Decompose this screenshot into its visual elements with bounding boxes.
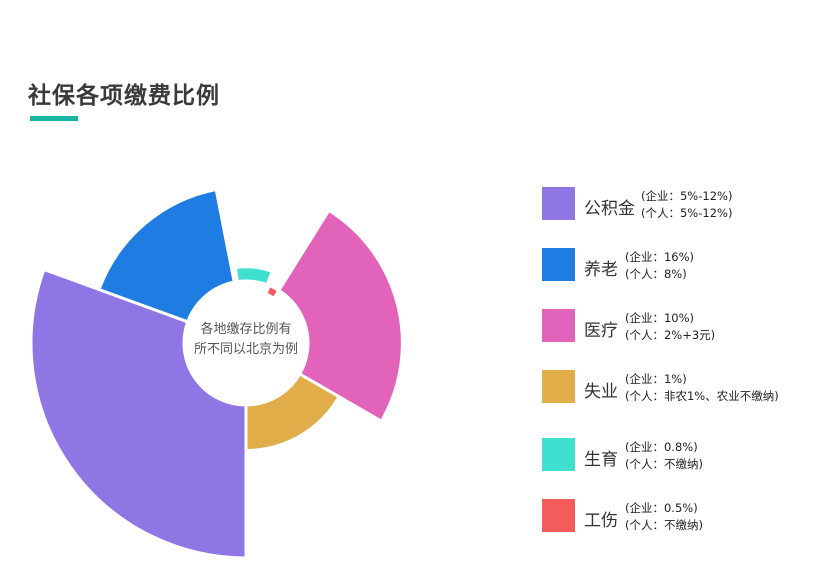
- legend-personal-rate: (个人：5%-12%): [641, 206, 733, 220]
- legend-name: 生育: [584, 450, 618, 470]
- legend-item-gongjijin[interactable]: 公积金 (企业：5%-12%) (个人：5%-12%): [542, 185, 832, 225]
- legend-swatch: [542, 370, 575, 403]
- legend-detail: (企业：5%-12%) (个人：5%-12%): [641, 188, 732, 222]
- legend-detail: (企业：1%) (个人：非农1%、农业不缴纳): [625, 371, 779, 405]
- legend-company-rate: (企业：16%): [625, 250, 695, 264]
- legend-name: 失业: [584, 382, 618, 402]
- rose-sector[interactable]: [263, 283, 281, 301]
- legend-detail: (企业：16%) (个人：8%): [625, 249, 694, 283]
- legend-name: 公积金: [584, 199, 635, 219]
- legend-company-rate: (企业：1%): [625, 372, 687, 386]
- legend-item-yiliao[interactable]: 医疗 (企业：10%) (个人：2%+3元): [542, 307, 832, 347]
- legend-swatch: [542, 499, 575, 532]
- rose-sector[interactable]: [244, 371, 342, 453]
- center-label: 各地缴存比例有 所不同以北京为例: [176, 320, 316, 360]
- legend-personal-rate: (个人：8%): [625, 267, 687, 281]
- center-label-line-1: 各地缴存比例有: [200, 322, 292, 337]
- page-title: 社保各项缴费比例: [28, 83, 220, 109]
- legend-company-rate: (企业：10%): [625, 311, 695, 325]
- legend-item-yanglao[interactable]: 养老 (企业：16%) (个人：8%): [542, 246, 832, 286]
- title-underline: [30, 116, 78, 121]
- legend-company-rate: (企业：0.5%): [625, 501, 698, 515]
- legend-item-gongshang[interactable]: 工伤 (企业：0.5%) (个人：不缴纳): [542, 497, 832, 537]
- legend-item-shengyu[interactable]: 生育 (企业：0.8%) (个人：不缴纳): [542, 436, 832, 476]
- legend-personal-rate: (个人：不缴纳): [625, 518, 703, 532]
- legend-name: 工伤: [584, 511, 618, 531]
- legend-swatch: [542, 187, 575, 220]
- legend-detail: (企业：10%) (个人：2%+3元): [625, 310, 715, 344]
- legend-detail: (企业：0.5%) (个人：不缴纳): [625, 500, 703, 534]
- legend-name: 养老: [584, 260, 618, 280]
- rose-sector[interactable]: [276, 208, 404, 424]
- legend-swatch: [542, 309, 575, 342]
- rose-sector[interactable]: [233, 265, 274, 287]
- legend-company-rate: (企业：0.8%): [625, 440, 698, 454]
- legend-name: 医疗: [584, 321, 618, 341]
- legend-swatch: [542, 248, 575, 281]
- rose-sector[interactable]: [97, 187, 236, 324]
- legend-company-rate: (企业：5%-12%): [641, 189, 733, 203]
- legend-detail: (企业：0.8%) (个人：不缴纳): [625, 439, 703, 473]
- legend-swatch: [542, 438, 575, 471]
- center-label-line-2: 所不同以北京为例: [193, 342, 298, 357]
- legend-item-shiye[interactable]: 失业 (企业：1%) (个人：非农1%、农业不缴纳): [542, 368, 832, 408]
- legend-personal-rate: (个人：不缴纳): [625, 457, 703, 471]
- legend-personal-rate: (个人：2%+3元): [625, 328, 716, 342]
- rose-sector[interactable]: [29, 267, 248, 560]
- legend-personal-rate: (个人：非农1%、农业不缴纳): [625, 389, 779, 403]
